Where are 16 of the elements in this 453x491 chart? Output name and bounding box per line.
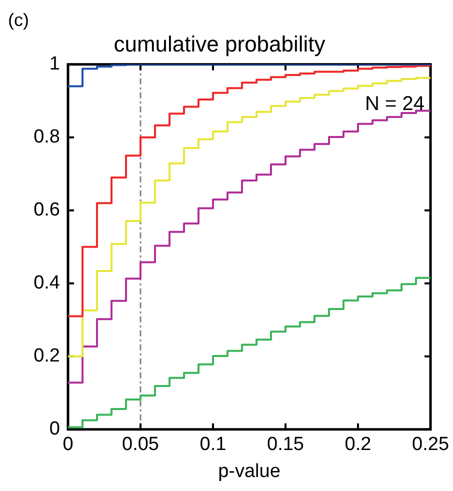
x-tick-label: 0 xyxy=(62,434,74,456)
annotation: N = 24 xyxy=(365,92,425,115)
x-tick-label: 0.15 xyxy=(267,434,304,456)
y-tick-label: 1 xyxy=(49,54,60,75)
y-tick-label: 0.2 xyxy=(34,346,60,367)
y-tick-label: 0.6 xyxy=(34,200,60,221)
x-tick-label: 0.1 xyxy=(200,434,226,456)
x-axis-title: p-value xyxy=(218,460,280,482)
text: (c) xyxy=(8,10,29,30)
x-tick-label: 0.25 xyxy=(412,434,449,456)
y-tick-label: 0.4 xyxy=(34,272,60,294)
y-tick-label: 0.8 xyxy=(34,126,60,148)
y-tick-label: 0 xyxy=(49,418,60,440)
x-tick-label: 0.2 xyxy=(344,434,372,456)
chart-title: cumulative probability xyxy=(114,31,326,56)
x-tick-label: 0.05 xyxy=(122,434,159,456)
